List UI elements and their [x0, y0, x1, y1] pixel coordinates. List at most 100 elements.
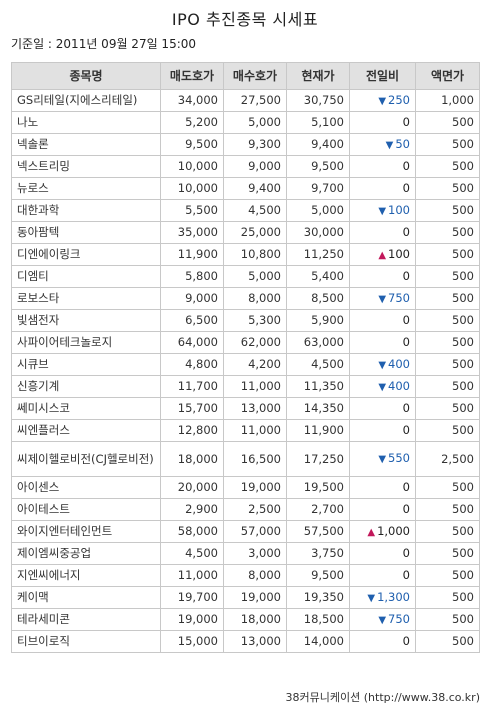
change-value: 0 [402, 401, 410, 415]
table-row: 제이엠씨중공업 4,500 3,000 3,750 0 500 [11, 542, 480, 565]
triangle-up-icon: ▲ [378, 249, 387, 261]
triangle-down-icon: ▼ [385, 139, 394, 151]
stock-name-cell: 넥스트리밍 [11, 155, 161, 178]
ask-price-cell: 10,000 [160, 177, 224, 200]
change-value: 100 [388, 202, 410, 217]
bid-price-cell: 16,500 [223, 441, 287, 477]
ask-price-cell: 20,000 [160, 476, 224, 499]
ask-price-cell: 64,000 [160, 331, 224, 354]
change-cell: 0 [349, 177, 416, 200]
ask-price-cell: 34,000 [160, 89, 224, 112]
change-cell: 0 [349, 498, 416, 521]
stock-name-cell: 동아팜텍 [11, 221, 161, 244]
change-value: 250 [388, 92, 410, 107]
ask-price-cell: 10,000 [160, 155, 224, 178]
change-cell: ▼ 400 [349, 353, 416, 376]
ask-price-cell: 35,000 [160, 221, 224, 244]
change-cell: 0 [349, 221, 416, 244]
col-header-ask: 매도호가 [160, 62, 224, 90]
change-cell: ▼ 400 [349, 375, 416, 398]
bid-price-cell: 9,000 [223, 155, 287, 178]
change-cell: 0 [349, 419, 416, 442]
bid-price-cell: 19,000 [223, 586, 287, 609]
current-price-cell: 5,400 [286, 265, 350, 288]
bid-price-cell: 4,500 [223, 199, 287, 222]
ask-price-cell: 19,000 [160, 608, 224, 631]
table-row: 사파이어테크놀로지 64,000 62,000 63,000 0 500 [11, 331, 480, 354]
ask-price-cell: 12,800 [160, 419, 224, 442]
change-value: 400 [388, 378, 410, 393]
bid-price-cell: 27,500 [223, 89, 287, 112]
current-price-cell: 14,000 [286, 630, 350, 653]
change-value: 50 [395, 136, 410, 151]
stock-name-cell: 디엔에이링크 [11, 243, 161, 266]
par-value-cell: 500 [415, 221, 480, 244]
current-price-cell: 30,750 [286, 89, 350, 112]
bid-price-cell: 5,300 [223, 309, 287, 332]
par-value-cell: 2,500 [415, 441, 480, 477]
current-price-cell: 5,000 [286, 199, 350, 222]
ask-price-cell: 5,800 [160, 265, 224, 288]
ask-price-cell: 11,000 [160, 564, 224, 587]
par-value-cell: 500 [415, 608, 480, 631]
table-row: 빛샘전자 6,500 5,300 5,900 0 500 [11, 309, 480, 332]
par-value-cell: 1,000 [415, 89, 480, 112]
change-value: 550 [388, 451, 410, 465]
current-price-cell: 19,500 [286, 476, 350, 499]
table-row: 대한과학 5,500 4,500 5,000 ▼ 100 500 [11, 199, 480, 222]
table-row: 동아팜텍 35,000 25,000 30,000 0 500 [11, 221, 480, 244]
current-price-cell: 8,500 [286, 287, 350, 310]
bid-price-cell: 25,000 [223, 221, 287, 244]
ask-price-cell: 4,800 [160, 353, 224, 376]
stock-name-cell: 신흥기계 [11, 375, 161, 398]
table-row: GS리테일(지에스리테일) 34,000 27,500 30,750 ▼ 250 1,000 [11, 89, 480, 112]
table-row: 넥스트리밍 10,000 9,000 9,500 0 500 [11, 155, 480, 178]
change-cell: ▼ 250 [349, 89, 416, 112]
par-value-cell: 500 [415, 630, 480, 653]
current-price-cell: 3,750 [286, 542, 350, 565]
change-value: 0 [402, 568, 410, 582]
bid-price-cell: 9,400 [223, 177, 287, 200]
ask-price-cell: 19,700 [160, 586, 224, 609]
change-cell: ▼ 1,300 [349, 586, 416, 609]
ask-price-cell: 11,700 [160, 375, 224, 398]
bid-price-cell: 8,000 [223, 287, 287, 310]
change-cell: 0 [349, 111, 416, 134]
ask-price-cell: 5,200 [160, 111, 224, 134]
stock-name-cell: 넥솔론 [11, 133, 161, 156]
current-price-cell: 5,900 [286, 309, 350, 332]
par-value-cell: 500 [415, 199, 480, 222]
change-cell: ▲ 100 [349, 243, 416, 266]
change-cell: ▼ 550 [349, 441, 416, 477]
change-cell: ▼ 750 [349, 287, 416, 310]
stock-name-cell: 디엠티 [11, 265, 161, 288]
par-value-cell: 500 [415, 243, 480, 266]
current-price-cell: 63,000 [286, 331, 350, 354]
table-row: 쎄미시스코 15,700 13,000 14,350 0 500 [11, 397, 480, 420]
par-value-cell: 500 [415, 353, 480, 376]
change-cell: ▼ 750 [349, 608, 416, 631]
current-price-cell: 30,000 [286, 221, 350, 244]
change-cell: 0 [349, 630, 416, 653]
current-price-cell: 2,700 [286, 498, 350, 521]
col-header-par: 액면가 [415, 62, 480, 90]
stock-name-cell: 쎄미시스코 [11, 397, 161, 420]
par-value-cell: 500 [415, 476, 480, 499]
par-value-cell: 500 [415, 177, 480, 200]
stock-name-cell: 케이맥 [11, 586, 161, 609]
table-row: 씨제이헬로비전(CJ헬로비전) 18,000 16,500 17,250 ▼ 550 2,5… [11, 441, 480, 477]
par-value-cell: 500 [415, 155, 480, 178]
table-row: 아이테스트 2,900 2,500 2,700 0 500 [11, 498, 480, 521]
triangle-down-icon: ▼ [378, 293, 387, 305]
par-value-cell: 500 [415, 375, 480, 398]
table-row: 넥솔론 9,500 9,300 9,400 ▼ 50 500 [11, 133, 480, 156]
bid-price-cell: 5,000 [223, 265, 287, 288]
col-header-change: 전일비 [349, 62, 416, 90]
ask-price-cell: 15,000 [160, 630, 224, 653]
change-value: 0 [402, 480, 410, 494]
table-row: 지엔씨에너지 11,000 8,000 9,500 0 500 [11, 564, 480, 587]
bid-price-cell: 19,000 [223, 476, 287, 499]
current-price-cell: 9,700 [286, 177, 350, 200]
change-value: 0 [402, 269, 410, 283]
ask-price-cell: 2,900 [160, 498, 224, 521]
